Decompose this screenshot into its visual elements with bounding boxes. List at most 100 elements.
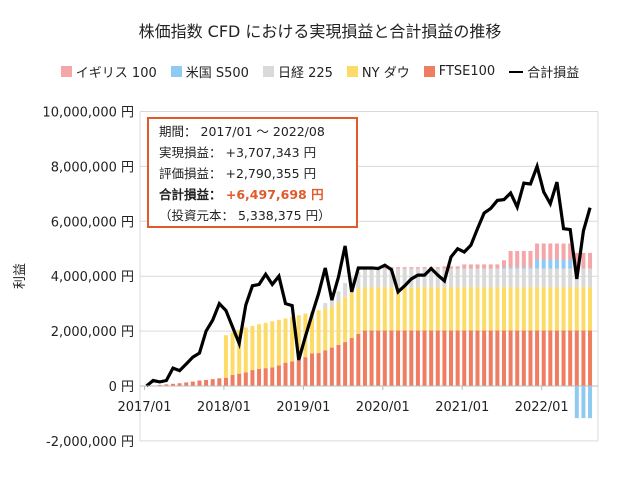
- bar-nikkei: [455, 268, 460, 288]
- period-row: 期間： 2017/01 ～ 2022/08: [159, 121, 356, 142]
- bar-ftse: [442, 330, 447, 386]
- bar-nikkei: [323, 303, 328, 309]
- chart-title: 株価指数 CFD における実現損益と合計損益の推移: [138, 22, 502, 41]
- bar-nikkei: [475, 268, 480, 288]
- bar-ftse: [409, 330, 414, 386]
- legend-swatch-nikkei: [262, 66, 274, 77]
- bar-nikkei: [389, 268, 394, 288]
- bar-ny: [356, 288, 361, 334]
- bar-ftse: [482, 330, 487, 386]
- bar-ftse: [257, 368, 262, 386]
- y-tick-label: 10,000,000 円: [42, 106, 134, 121]
- legend-item-us: 米国 S500: [170, 62, 249, 81]
- bar-uk: [468, 264, 473, 269]
- bar-ftse: [323, 350, 328, 386]
- bar-ftse: [157, 384, 162, 386]
- bar-uk: [521, 250, 526, 268]
- bar-ny: [528, 287, 533, 331]
- bar-uk: [574, 252, 579, 269]
- bar-uk: [402, 267, 407, 269]
- bar-ftse: [402, 330, 407, 386]
- bar-ftse: [495, 330, 500, 386]
- x-tick-label: 2022/01: [515, 400, 569, 415]
- realized-row: 実現損益： +3,707,343 円: [159, 142, 356, 163]
- y-axis-label: 利益: [13, 263, 28, 289]
- legend-item-total: 合計損益: [509, 62, 579, 81]
- bar-ny: [329, 306, 334, 348]
- bar-ftse: [230, 375, 235, 386]
- bar-nikkei: [515, 268, 520, 288]
- bar-ftse: [382, 330, 387, 386]
- bar-ftse: [501, 330, 506, 386]
- bar-nikkei: [336, 291, 341, 303]
- bar-ny: [508, 287, 513, 331]
- bar-nikkei: [581, 268, 586, 288]
- bar-nikkei: [495, 268, 500, 288]
- bar-uk: [528, 250, 533, 268]
- bar-uk: [508, 250, 513, 268]
- unrealized-label: 評価損益：: [159, 166, 222, 181]
- bar-ftse: [396, 330, 401, 386]
- bar-ftse: [349, 337, 354, 386]
- bar-ftse: [190, 381, 195, 386]
- bar-nikkei: [376, 268, 381, 288]
- bar-ny: [290, 316, 295, 362]
- bar-ny: [541, 287, 546, 331]
- bar-uk: [568, 243, 573, 260]
- bar-nikkei: [528, 268, 533, 288]
- bar-us: [508, 267, 513, 269]
- bar-ny: [521, 287, 526, 331]
- bar-ftse: [237, 373, 242, 386]
- bar-ftse: [283, 362, 288, 386]
- bar-ny: [455, 287, 460, 331]
- bar-nikkei: [554, 268, 559, 288]
- bar-ftse: [303, 357, 308, 386]
- bar-ny: [574, 287, 579, 331]
- bar-us: [548, 259, 553, 269]
- bar-ny: [402, 287, 407, 331]
- bar-ftse: [369, 330, 374, 386]
- legend-label-total: 合計損益: [527, 66, 580, 81]
- bar-ny: [561, 287, 566, 331]
- legend-swatch-ftse: [423, 66, 435, 77]
- bar-us: [568, 259, 573, 269]
- bar-ny: [482, 287, 487, 331]
- bar-nikkei: [369, 268, 374, 288]
- bar-ftse: [429, 330, 434, 386]
- bar-ny: [396, 287, 401, 331]
- bar-ftse: [521, 330, 526, 386]
- bar-ny: [429, 287, 434, 331]
- x-tick-label: 2018/01: [197, 400, 251, 415]
- bar-ftse: [462, 330, 467, 386]
- bar-ny: [296, 315, 301, 360]
- bar-ny: [323, 308, 328, 351]
- bar-us: [515, 267, 520, 269]
- period-label: 期間：: [159, 124, 197, 139]
- bar-ny: [336, 302, 341, 345]
- y-tick-label: -2,000,000 円: [46, 435, 134, 450]
- bar-us: [574, 386, 579, 419]
- legend-item-ny: NY ダウ: [346, 62, 410, 81]
- bar-ftse: [449, 330, 454, 386]
- legend-label-ftse: FTSE100: [438, 64, 496, 79]
- bar-ftse: [508, 330, 513, 386]
- period-value: 2017/01 ～ 2022/08: [200, 124, 325, 139]
- bar-ftse: [362, 330, 367, 386]
- bar-ny: [468, 287, 473, 331]
- legend-swatch-ny: [346, 66, 358, 77]
- bar-us: [554, 259, 559, 269]
- bar-us: [501, 267, 506, 269]
- bar-ftse: [170, 383, 175, 386]
- bar-ny: [515, 287, 520, 331]
- bar-nikkei: [482, 268, 487, 288]
- y-tick-label: 0 円: [109, 380, 134, 395]
- bar-ny: [257, 324, 262, 369]
- bar-ftse: [316, 353, 321, 386]
- bar-us: [541, 259, 546, 269]
- principal-row: （投資元本： 5,338,375 円）: [159, 208, 331, 223]
- bar-ftse: [217, 378, 222, 386]
- bar-us: [528, 267, 533, 269]
- bar-ny: [501, 287, 506, 331]
- bar-nikkei: [356, 272, 361, 289]
